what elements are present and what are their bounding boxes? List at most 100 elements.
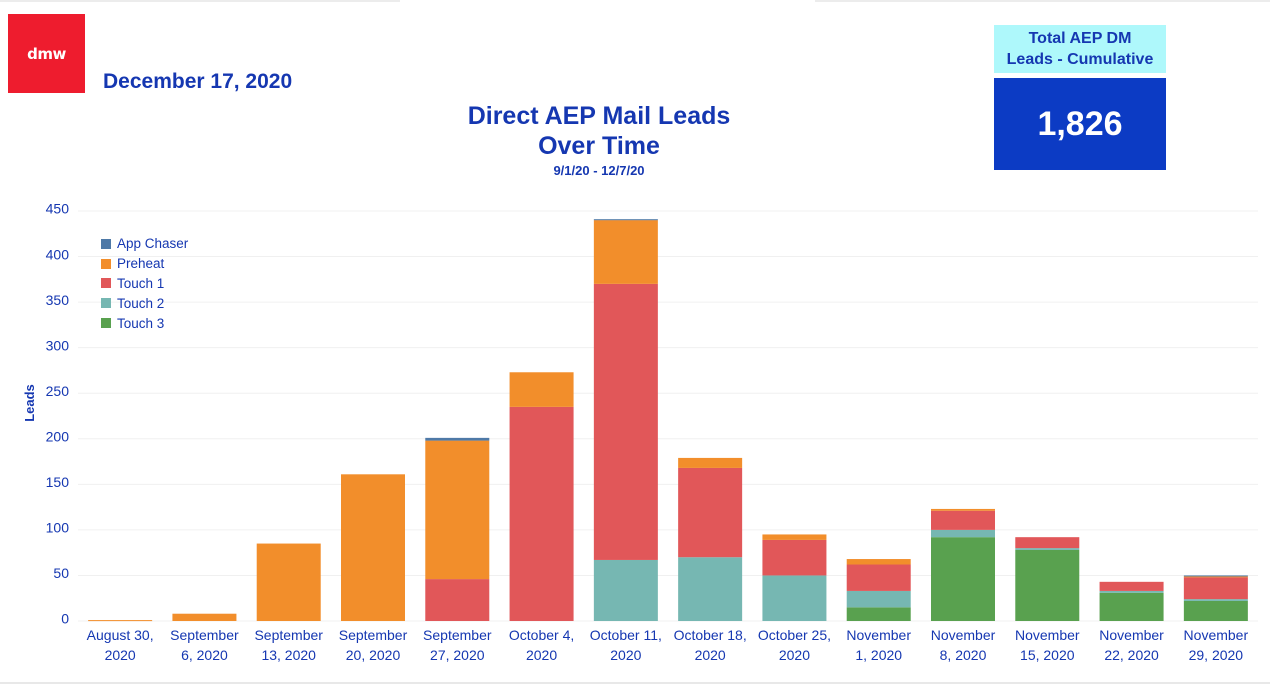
bar-touch-1[interactable]	[425, 579, 490, 621]
x-tick-label: November	[1184, 627, 1249, 643]
x-tick-label: October 25,	[758, 627, 831, 643]
bar-app-chaser[interactable]	[1183, 575, 1248, 577]
y-tick-label: 0	[61, 611, 69, 627]
x-tick-label: October 18,	[674, 627, 747, 643]
chart-legend: App Chaser Preheat Touch 1 Touch 2 Touch 3	[101, 234, 188, 333]
legend-swatch	[101, 258, 111, 269]
bar-touch-1[interactable]	[1015, 537, 1080, 549]
bar-touch-2[interactable]	[762, 575, 827, 621]
x-tick-label: August 30,	[87, 627, 154, 643]
y-tick-label: 400	[46, 246, 70, 262]
legend-swatch	[101, 278, 111, 289]
y-tick-label: 150	[46, 474, 70, 490]
y-tick-label: 50	[53, 565, 69, 581]
bar-touch-1[interactable]	[931, 510, 995, 530]
x-tick-label: 8, 2020	[940, 647, 987, 663]
x-tick-label: November	[846, 627, 911, 643]
y-axis-ticks: 0 50 100 150 200 250 300 350 400 450	[46, 201, 70, 627]
bar-touch-1[interactable]	[1099, 581, 1164, 591]
y-tick-label: 350	[46, 292, 70, 308]
bar-preheat[interactable]	[256, 543, 321, 621]
report-date: December 17, 2020	[103, 70, 293, 93]
x-tick-label: 15, 2020	[1020, 647, 1075, 663]
legend-item[interactable]: App Chaser	[101, 234, 188, 254]
chart-subtitle: 9/1/20 - 12/7/20	[553, 163, 645, 178]
kpi-label: Total AEP DM Leads - Cumulative	[994, 25, 1166, 73]
legend-item[interactable]: Preheat	[101, 254, 188, 274]
bar-touch-2[interactable]	[931, 529, 995, 538]
x-tick-label: 2020	[779, 647, 810, 663]
bar-touch-1[interactable]	[593, 283, 658, 560]
x-tick-label: September	[254, 627, 323, 643]
x-tick-label: 22, 2020	[1104, 647, 1159, 663]
bar-touch-3[interactable]	[1183, 600, 1248, 621]
kpi-label-line2: Leads - Cumulative	[1006, 51, 1154, 68]
x-tick-label: November	[1015, 627, 1080, 643]
x-tick-label: 2020	[610, 647, 641, 663]
bar-preheat[interactable]	[425, 440, 490, 580]
bar-touch-3[interactable]	[1015, 549, 1080, 621]
bar-touch-2[interactable]	[1183, 599, 1248, 601]
gridlines	[78, 210, 1258, 622]
legend-swatch	[101, 318, 111, 329]
bar-preheat[interactable]	[931, 508, 995, 511]
bar-preheat[interactable]	[172, 613, 237, 621]
legend-item[interactable]: Touch 3	[101, 313, 188, 333]
bar-touch-3[interactable]	[1099, 592, 1164, 621]
x-tick-label: 20, 2020	[346, 647, 401, 663]
bar-touch-2[interactable]	[846, 590, 911, 608]
bar-touch-1[interactable]	[678, 467, 743, 558]
kpi-value: 1,826	[994, 78, 1166, 170]
x-tick-label: September	[339, 627, 408, 643]
x-tick-label: September	[170, 627, 239, 643]
bar-touch-1[interactable]	[846, 564, 911, 591]
bar-preheat[interactable]	[88, 620, 153, 622]
x-tick-label: November	[1099, 627, 1164, 643]
chart-title-line1: Direct AEP Mail Leads	[467, 102, 731, 130]
x-tick-label: 2020	[695, 647, 726, 663]
x-tick-label: 29, 2020	[1189, 647, 1244, 663]
bar-touch-2[interactable]	[678, 557, 743, 621]
legend-label: Touch 2	[117, 295, 165, 311]
legend-item[interactable]: Touch 1	[101, 274, 188, 294]
bar-touch-2[interactable]	[593, 559, 658, 621]
bar-touch-2[interactable]	[1099, 590, 1164, 593]
y-tick-label: 450	[46, 201, 70, 217]
bottom-divider	[0, 682, 1270, 684]
logo-text: dmw	[27, 44, 66, 63]
bar-touch-2[interactable]	[1015, 548, 1080, 550]
bars	[88, 219, 1248, 622]
legend-label: Preheat	[117, 256, 165, 272]
y-tick-label: 250	[46, 383, 70, 399]
bar-touch-3[interactable]	[846, 607, 911, 621]
y-tick-label: 100	[46, 520, 70, 536]
bar-app-chaser[interactable]	[593, 219, 658, 221]
bar-touch-1[interactable]	[509, 406, 574, 621]
y-tick-label: 200	[46, 428, 70, 444]
chart-title-line2: Over Time	[538, 132, 660, 160]
x-axis-ticks: August 30, 2020 September 6, 2020 September 1…	[87, 627, 1249, 663]
legend-label: Touch 1	[117, 275, 165, 291]
legend-item[interactable]: Touch 2	[101, 293, 188, 313]
bar-touch-1[interactable]	[1183, 577, 1248, 600]
legend-label: Touch 3	[117, 315, 165, 331]
top-divider-left	[0, 0, 400, 2]
bar-preheat[interactable]	[762, 534, 827, 540]
bar-preheat[interactable]	[341, 474, 405, 621]
y-tick-label: 300	[46, 337, 70, 353]
bar-preheat[interactable]	[678, 457, 743, 468]
x-tick-label: 2020	[105, 647, 136, 663]
x-tick-label: October 4,	[509, 627, 574, 643]
bar-app-chaser[interactable]	[425, 437, 490, 441]
x-tick-label: 27, 2020	[430, 647, 485, 663]
x-tick-label: 2020	[526, 647, 557, 663]
bar-preheat[interactable]	[509, 372, 574, 407]
bar-touch-3[interactable]	[931, 537, 995, 621]
legend-swatch	[101, 238, 111, 249]
legend-label: App Chaser	[117, 236, 189, 252]
bar-preheat[interactable]	[1183, 576, 1248, 578]
bar-touch-1[interactable]	[762, 539, 827, 576]
bar-preheat[interactable]	[593, 220, 658, 284]
bar-preheat[interactable]	[846, 559, 911, 565]
x-tick-label: 13, 2020	[261, 647, 316, 663]
